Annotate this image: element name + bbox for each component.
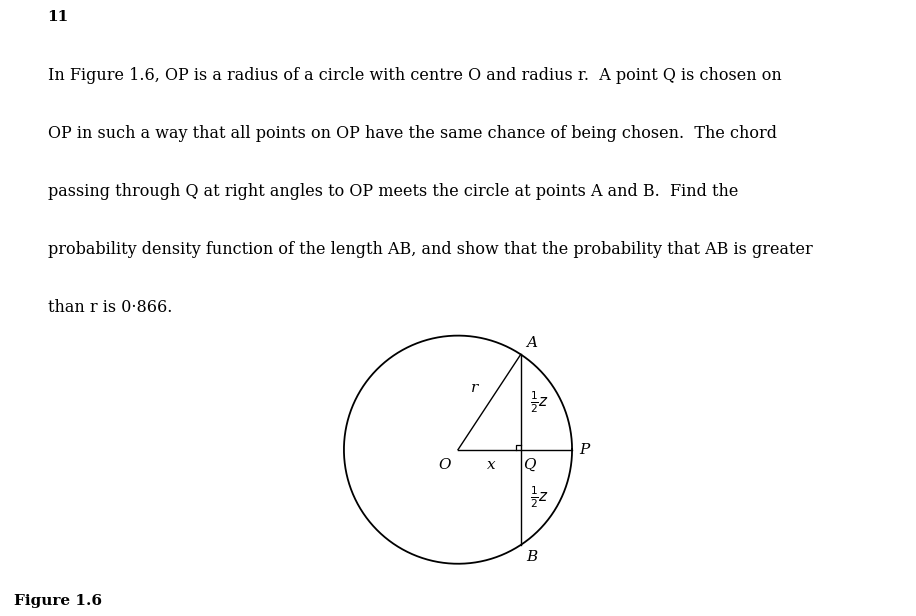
Text: 11: 11: [48, 10, 69, 24]
Text: B: B: [527, 549, 538, 564]
Text: than r is 0·866.: than r is 0·866.: [48, 299, 172, 317]
Text: Q: Q: [523, 458, 536, 472]
Text: probability density function of the length AB, and show that the probability tha: probability density function of the leng…: [48, 241, 812, 258]
Text: OP in such a way that all points on OP have the same chance of being chosen.  Th: OP in such a way that all points on OP h…: [48, 124, 777, 142]
Text: In Figure 1.6, OP is a radius of a circle with centre O and radius r.  A point Q: In Figure 1.6, OP is a radius of a circl…: [48, 67, 781, 84]
Text: P: P: [579, 443, 589, 456]
Text: A: A: [527, 336, 538, 350]
Text: O: O: [439, 458, 452, 472]
Text: x: x: [487, 458, 496, 472]
Text: $\frac{1}{2}z$: $\frac{1}{2}z$: [529, 389, 549, 415]
Text: r: r: [471, 381, 478, 395]
Text: passing through Q at right angles to OP meets the circle at points A and B.  Fin: passing through Q at right angles to OP …: [48, 183, 738, 200]
Text: Figure 1.6: Figure 1.6: [14, 594, 102, 607]
Text: $\frac{1}{2}z$: $\frac{1}{2}z$: [529, 485, 549, 510]
